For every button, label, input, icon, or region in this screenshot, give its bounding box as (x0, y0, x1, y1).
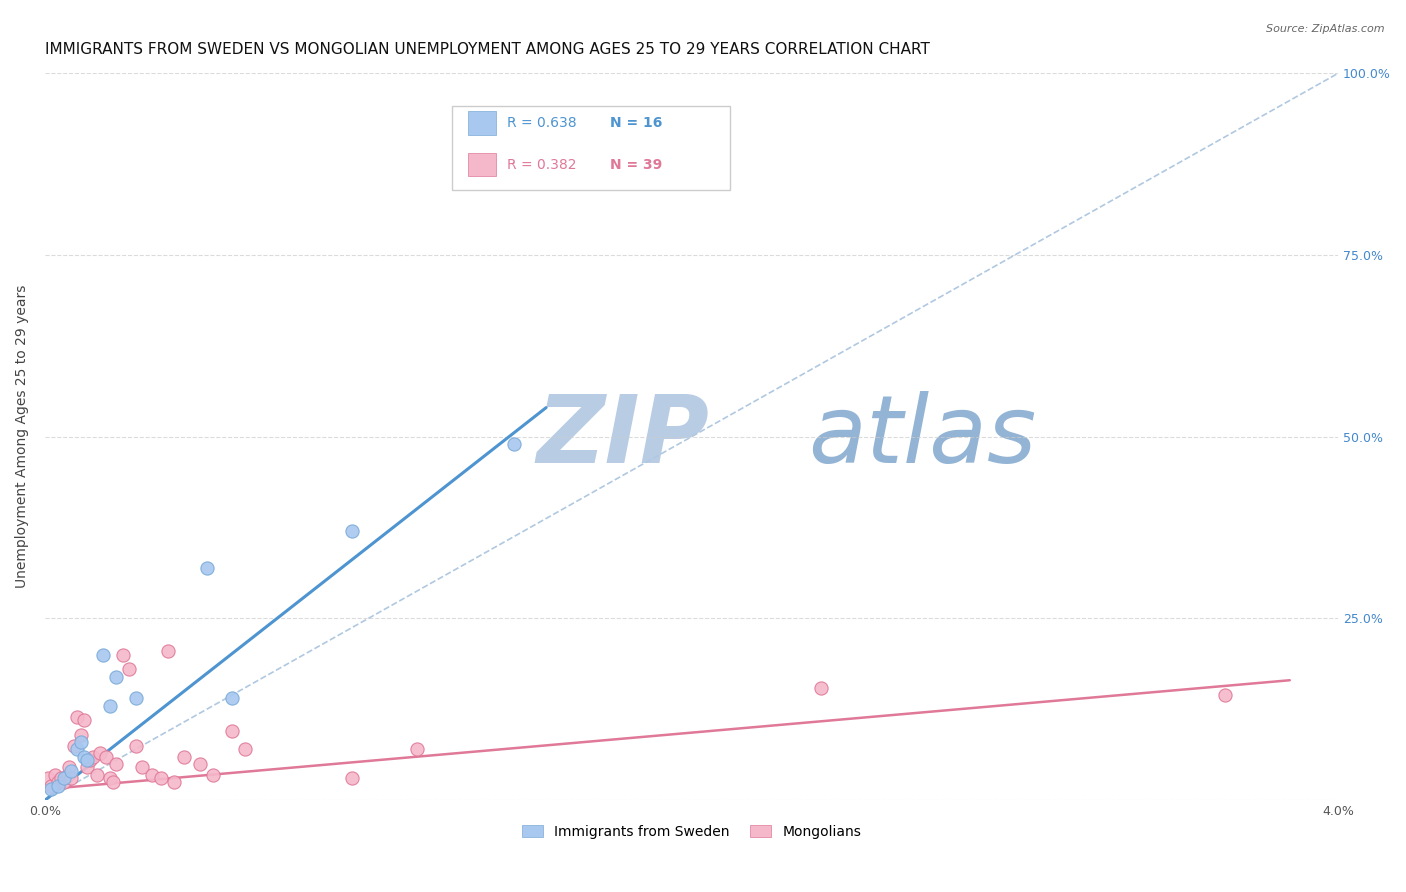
Point (124, 739, 146, 753)
Point (82, 749, 104, 764)
Point (405, 742, 427, 756)
Legend: Immigrants from Sweden, Mongolians: Immigrants from Sweden, Mongolians (516, 819, 866, 844)
Point (156, 644, 179, 658)
Point (105, 670, 128, 684)
Point (101, 775, 124, 789)
Text: ZIP: ZIP (537, 391, 709, 483)
Point (91, 648, 114, 662)
Point (56, 768, 79, 782)
Point (340, 524, 363, 539)
Point (73, 713, 96, 727)
Point (502, 437, 524, 451)
Point (141, 768, 163, 782)
Point (63, 739, 86, 753)
Point (221, 724, 243, 739)
Point (98, 772, 121, 786)
Point (163, 775, 186, 789)
Point (69, 728, 91, 742)
Point (76, 760, 98, 774)
Point (37, 772, 59, 786)
FancyBboxPatch shape (468, 153, 496, 177)
Point (66, 709, 89, 723)
Point (1213, 688, 1236, 702)
Point (69, 735, 91, 749)
Point (173, 749, 195, 764)
Point (89, 746, 111, 760)
Point (86, 768, 108, 782)
Text: R = 0.382: R = 0.382 (506, 158, 576, 172)
Text: Source: ZipAtlas.com: Source: ZipAtlas.com (1267, 24, 1385, 34)
Text: N = 16: N = 16 (610, 116, 662, 130)
Point (131, 760, 153, 774)
Point (49, 772, 72, 786)
Y-axis label: Unemployment Among Ages 25 to 29 years: Unemployment Among Ages 25 to 29 years (15, 285, 30, 589)
Text: atlas: atlas (808, 392, 1036, 483)
Point (235, 742, 257, 756)
Point (98, 698, 121, 713)
FancyBboxPatch shape (468, 112, 496, 135)
Point (195, 560, 218, 574)
Point (46, 779, 69, 793)
Point (105, 756, 128, 771)
Point (118, 662, 141, 676)
Point (810, 681, 832, 695)
Text: R = 0.638: R = 0.638 (506, 116, 576, 130)
Point (73, 749, 96, 764)
Point (202, 768, 225, 782)
Point (58, 760, 80, 774)
Point (41, 779, 63, 793)
Point (340, 772, 363, 786)
Point (66, 742, 89, 756)
Point (188, 756, 211, 771)
Point (41, 782, 63, 797)
Point (150, 772, 173, 786)
Point (46, 775, 69, 789)
Point (59, 772, 82, 786)
Text: N = 39: N = 39 (610, 158, 662, 172)
Point (53, 772, 76, 786)
Point (59, 764, 82, 778)
Point (221, 691, 243, 706)
Point (53, 775, 76, 789)
Point (44, 768, 66, 782)
FancyBboxPatch shape (453, 106, 730, 189)
Point (79, 753, 101, 767)
Point (124, 691, 146, 706)
Text: IMMIGRANTS FROM SWEDEN VS MONGOLIAN UNEMPLOYMENT AMONG AGES 25 TO 29 YEARS CORRE: IMMIGRANTS FROM SWEDEN VS MONGOLIAN UNEM… (45, 42, 929, 57)
Point (111, 648, 134, 662)
Point (96, 749, 118, 764)
Point (76, 753, 98, 767)
